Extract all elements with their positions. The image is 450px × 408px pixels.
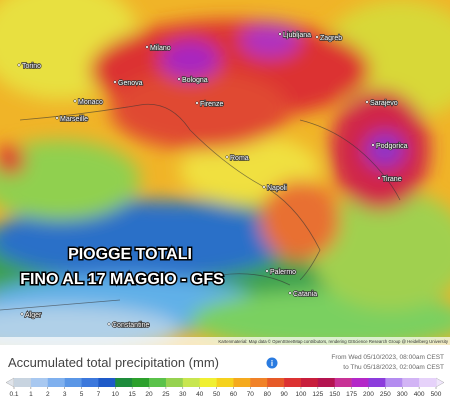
colorbar-label: 500 [431, 391, 442, 398]
city-label: Alger [25, 312, 42, 319]
colorbar-label: 200 [363, 391, 374, 398]
colorbar-segment [250, 378, 268, 387]
city-dot [265, 269, 269, 273]
colorbar-label: 150 [329, 391, 340, 398]
colorbar-segment [334, 378, 352, 387]
colorbar-segment [81, 378, 99, 387]
colorbar-segment [233, 378, 251, 387]
colorbar-segment [64, 378, 82, 387]
city-dot [107, 322, 111, 326]
colorbar-segment [182, 378, 200, 387]
colorbar-segment [47, 378, 65, 387]
city-dot [113, 80, 117, 84]
date-to: to Thu 05/18/2023, 02:00am CEST [343, 364, 444, 371]
city-dot [315, 35, 319, 39]
colorbar-label: 15 [129, 391, 137, 398]
city-label: Constantine [112, 322, 149, 329]
colorbar-label: 10 [112, 391, 120, 398]
colorbar-label: 70 [247, 391, 255, 398]
city-label: Firenze [200, 101, 223, 108]
city-label: Milano [150, 45, 171, 52]
colorbar-label: 2 [46, 391, 50, 398]
colorbar-label: 250 [380, 391, 391, 398]
colorbar-segment [267, 378, 285, 387]
city-label: Napoli [267, 185, 287, 192]
colorbar-label: 90 [280, 391, 288, 398]
colorbar-label: 5 [80, 391, 84, 398]
colorbar-segment [14, 378, 32, 387]
colorbar-segment [419, 378, 437, 387]
date-from: From Wed 05/10/2023, 08:00am CEST [331, 354, 444, 361]
colorbar-segment [98, 378, 116, 387]
map [0, 0, 450, 345]
colorbar-label: 60 [230, 391, 238, 398]
colorbar-segment [149, 378, 167, 387]
city-dot [278, 32, 282, 36]
colorbar-label: 0.1 [9, 391, 18, 398]
colorbar-label: 300 [397, 391, 408, 398]
city-label: Marseille [60, 116, 88, 123]
city-dot [145, 45, 149, 49]
city-label: Zagreb [320, 35, 342, 42]
colorbar-label: 40 [196, 391, 204, 398]
city-label: Torino [22, 63, 41, 70]
colorbar-segment [385, 378, 403, 387]
city-dot [17, 63, 21, 67]
colorbar-segment [300, 378, 319, 387]
city-dot [225, 155, 229, 159]
city-label: Bologna [182, 77, 208, 84]
colorbar-segment [284, 378, 302, 387]
city-dot [73, 99, 77, 103]
city-dot [288, 291, 292, 295]
city-dot [195, 101, 199, 105]
info-icon[interactable] [266, 357, 278, 369]
city-dot [365, 100, 369, 104]
overlay-subtitle: FINO AL 17 MAGGIO - GFS [20, 271, 224, 288]
colorbar-segment [199, 378, 217, 387]
colorbar-segment [165, 378, 184, 387]
colorbar-label: 100 [296, 391, 307, 398]
colorbar-label: 7 [97, 391, 101, 398]
colorbar-segment [402, 378, 420, 387]
legend-title: Accumulated total precipitation (mm) [8, 355, 219, 370]
colorbar-label: 125 [312, 391, 323, 398]
city-dot [377, 176, 381, 180]
colorbar-label: 20 [145, 391, 153, 398]
colorbar-segment [216, 378, 234, 387]
attribution: Kartenmaterial: Map data © OpenStreetMap… [218, 339, 448, 344]
colorbar-label: 175 [346, 391, 357, 398]
city-label: Ljubljana [283, 32, 311, 39]
attribution-bg [0, 337, 450, 345]
city-label: Catania [293, 291, 317, 298]
city-dot [20, 312, 24, 316]
city-label: Palermo [270, 269, 296, 276]
colorbar-segment [368, 378, 386, 387]
info-icon-glyph: i [271, 359, 273, 368]
legend-panel [0, 345, 450, 403]
city-dot [262, 185, 266, 189]
colorbar-label: 80 [264, 391, 272, 398]
city-label: Genova [118, 80, 143, 87]
colorbar-segment [30, 378, 49, 387]
city-dot [371, 143, 375, 147]
colorbar-label: 25 [162, 391, 170, 398]
city-label: Tirane [382, 176, 402, 183]
colorbar-segment [115, 378, 133, 387]
colorbar-segment [132, 378, 150, 387]
colorbar-label: 50 [213, 391, 221, 398]
colorbar-segment [317, 378, 336, 387]
colorbar-label: 3 [63, 391, 67, 398]
city-dot [55, 116, 59, 120]
city-label: Roma [230, 155, 249, 162]
city-label: Podgorica [376, 143, 408, 150]
colorbar-segment [351, 378, 369, 387]
city-dot [177, 77, 181, 81]
colorbar-label: 1 [29, 391, 33, 398]
city-label: Monaco [78, 99, 103, 106]
colorbar-label: 30 [179, 391, 187, 398]
overlay-title: PIOGGE TOTALI [68, 246, 192, 263]
city-label: Sarajevo [370, 100, 398, 107]
colorbar-label: 400 [414, 391, 425, 398]
